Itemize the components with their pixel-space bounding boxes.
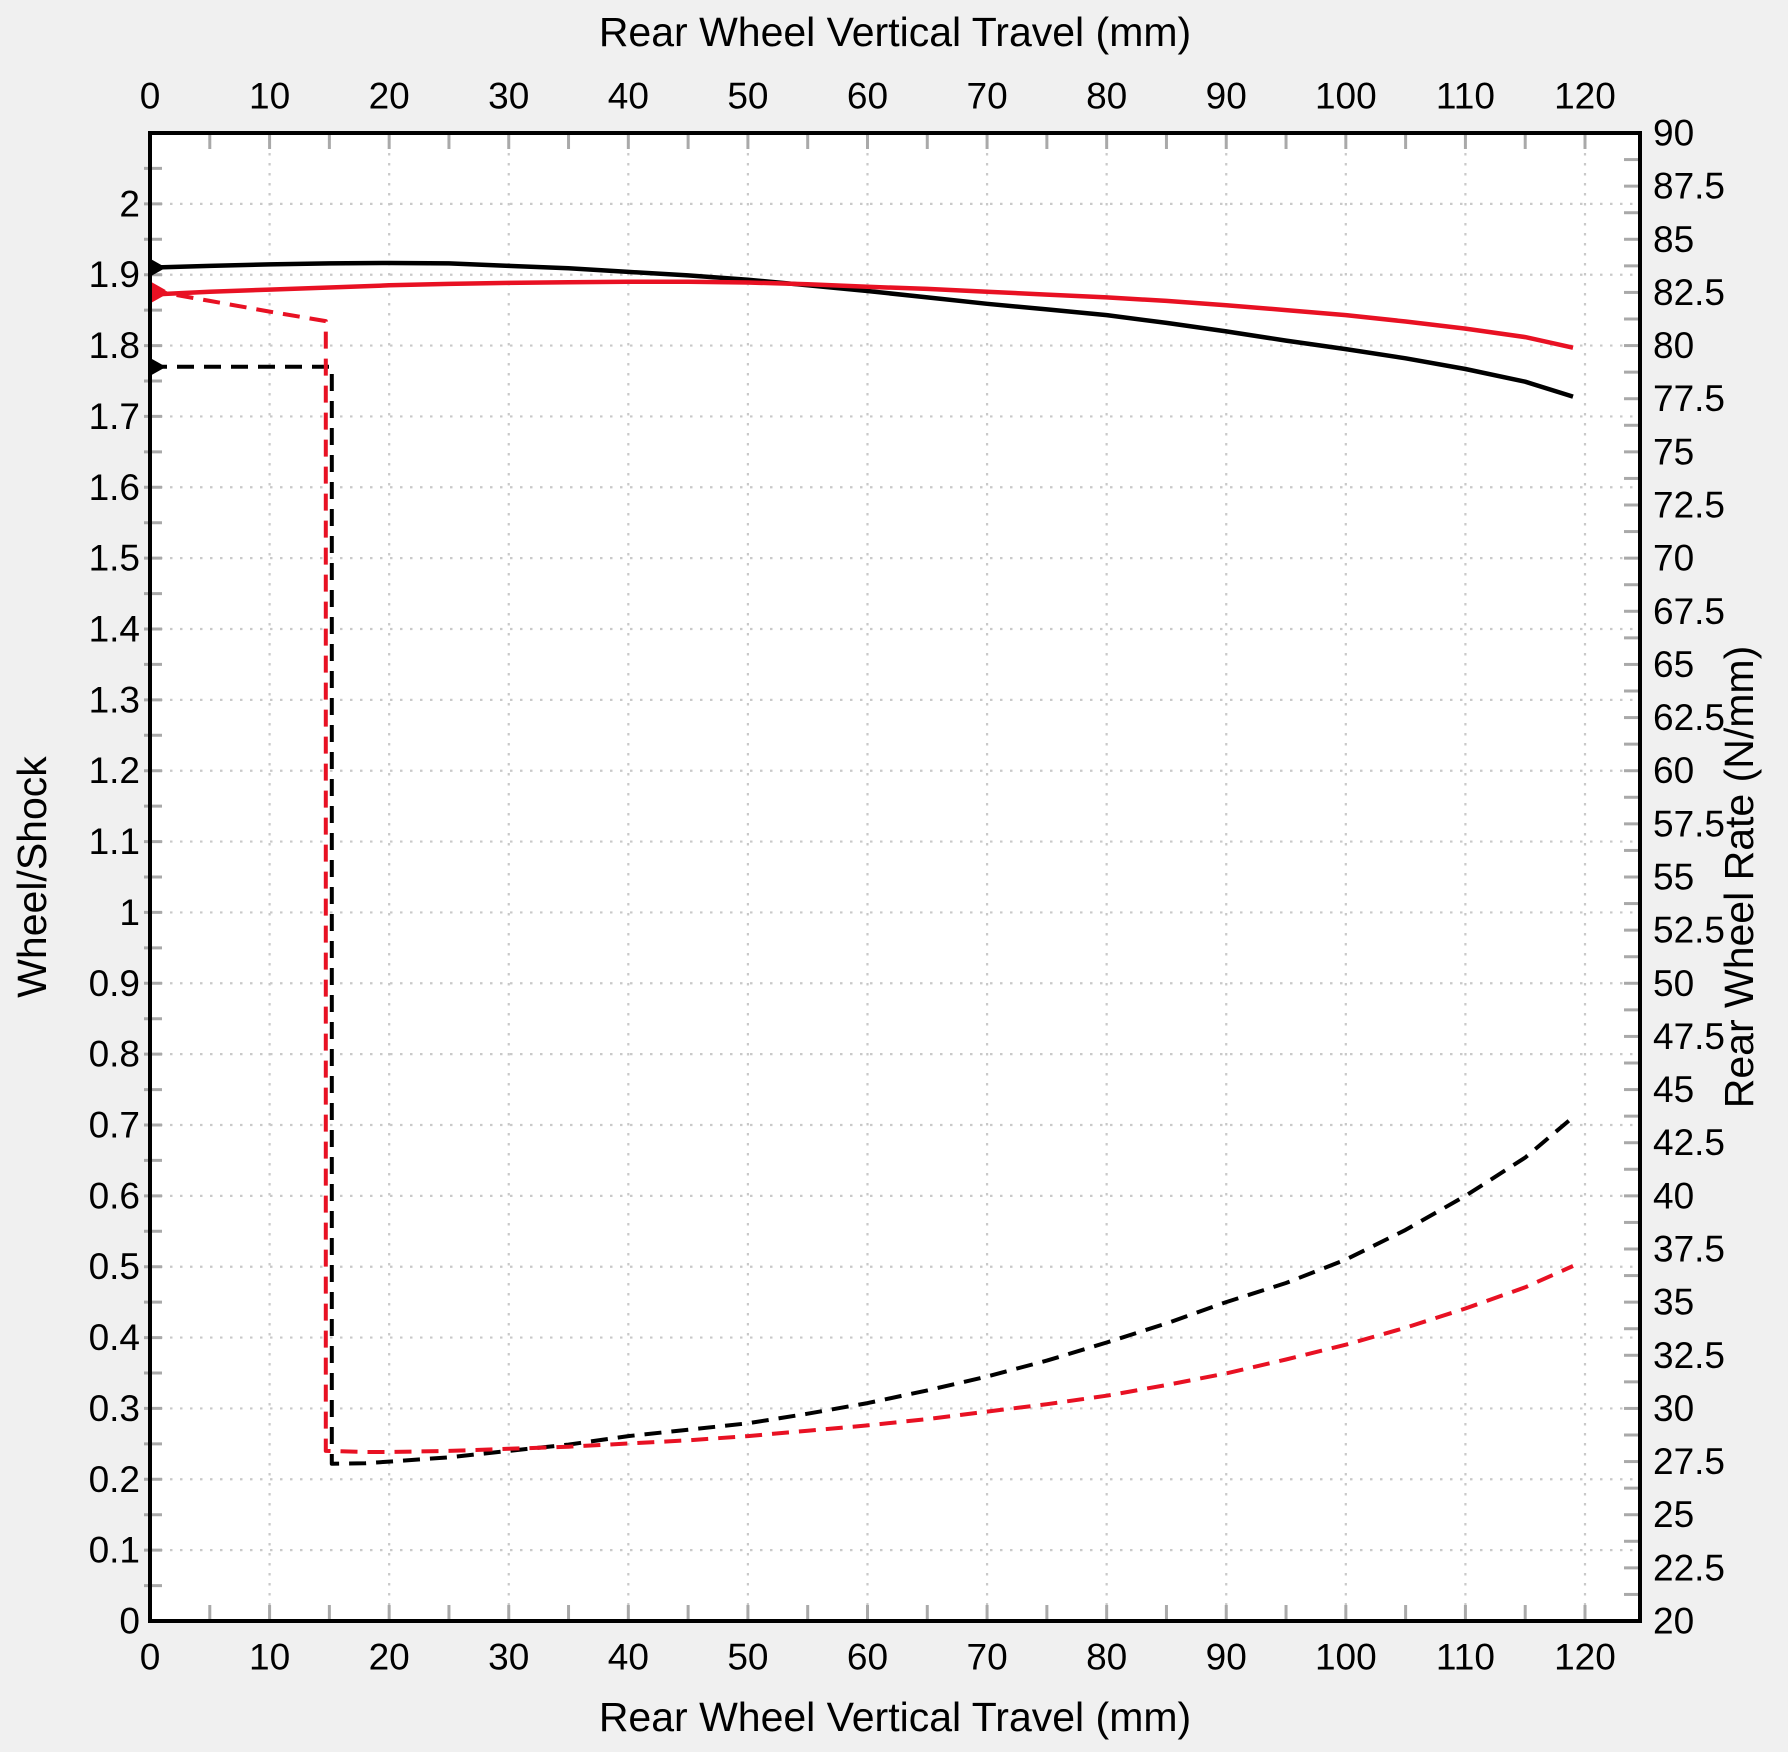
right-tick-label: 62.5 bbox=[1653, 697, 1725, 738]
bottom-tick-label: 70 bbox=[967, 1637, 1008, 1678]
gridlines bbox=[150, 133, 1640, 1621]
left-tick-label: 0.2 bbox=[89, 1459, 140, 1500]
right-tick-label: 70 bbox=[1653, 538, 1694, 579]
right-tick-label: 42.5 bbox=[1653, 1122, 1725, 1163]
right-tick-label: 85 bbox=[1653, 219, 1694, 260]
left-tick-label: 0.6 bbox=[89, 1175, 140, 1216]
top-tick-label: 30 bbox=[488, 76, 529, 117]
bottom-tick-label: 10 bbox=[249, 1637, 290, 1678]
left-tick-label: 0.9 bbox=[89, 963, 140, 1004]
left-tick-label: 0.1 bbox=[89, 1530, 140, 1571]
curve-start-marker bbox=[150, 357, 166, 376]
left-tick-label: 1.6 bbox=[89, 467, 140, 508]
bottom-tick-label: 100 bbox=[1315, 1637, 1377, 1678]
bottom-tick-label: 20 bbox=[369, 1637, 410, 1678]
left-tick-label: 1.1 bbox=[89, 821, 140, 862]
left-axis-title: Wheel/Shock bbox=[9, 756, 55, 998]
data-series bbox=[149, 258, 1575, 1466]
plot-area-background bbox=[150, 133, 1640, 1621]
bottom-tick-label: 110 bbox=[1436, 1637, 1495, 1678]
curve-start-marker bbox=[150, 258, 166, 277]
left-tick-label: 1.7 bbox=[89, 396, 140, 437]
left-tick-label: 1.3 bbox=[89, 679, 140, 720]
right-tick-label: 80 bbox=[1653, 325, 1694, 366]
right-tick-label: 22.5 bbox=[1653, 1547, 1725, 1588]
right-tick-label: 32.5 bbox=[1653, 1335, 1725, 1376]
right-tick-label: 45 bbox=[1653, 1069, 1694, 1110]
right-tick-label: 35 bbox=[1653, 1282, 1694, 1323]
top-axis-title: Rear Wheel Vertical Travel (mm) bbox=[599, 9, 1191, 55]
top-tick-label: 90 bbox=[1206, 76, 1247, 117]
right-tick-label: 25 bbox=[1653, 1494, 1694, 1535]
top-tick-label: 20 bbox=[369, 76, 410, 117]
right-tick-label: 20 bbox=[1653, 1601, 1694, 1642]
right-tick-label: 75 bbox=[1653, 431, 1694, 472]
left-tick-label: 1.9 bbox=[89, 254, 140, 295]
bottom-tick-label: 90 bbox=[1206, 1637, 1247, 1678]
top-tick-label: 80 bbox=[1086, 76, 1127, 117]
right-axis-title: Rear Wheel Rate (N/mm) bbox=[1716, 646, 1762, 1108]
bottom-tick-label: 0 bbox=[140, 1637, 161, 1678]
left-tick-label: 1.2 bbox=[89, 750, 140, 791]
left-tick-label: 1.5 bbox=[89, 538, 140, 579]
right-tick-label: 77.5 bbox=[1653, 378, 1725, 419]
right-tick-label: 60 bbox=[1653, 750, 1694, 791]
top-tick-label: 120 bbox=[1554, 76, 1616, 117]
left-tick-label: 0.8 bbox=[89, 1034, 140, 1075]
bottom-tick-label: 120 bbox=[1554, 1637, 1616, 1678]
top-tick-label: 60 bbox=[847, 76, 888, 117]
left-tick-label: 0.7 bbox=[89, 1105, 140, 1146]
right-tick-label: 65 bbox=[1653, 644, 1694, 685]
right-tick-label: 40 bbox=[1653, 1175, 1694, 1216]
right-tick-label: 30 bbox=[1653, 1388, 1694, 1429]
plot-frame bbox=[148, 131, 1642, 1623]
ratio-curve bbox=[149, 260, 1574, 399]
right-tick-label: 27.5 bbox=[1653, 1441, 1725, 1482]
bottom-tick-label: 80 bbox=[1086, 1637, 1127, 1678]
right-tick-label: 72.5 bbox=[1653, 485, 1725, 526]
left-tick-label: 0 bbox=[119, 1601, 140, 1642]
rate-curve bbox=[150, 364, 1575, 1466]
right-tick-label: 55 bbox=[1653, 857, 1694, 898]
right-tick-label: 90 bbox=[1653, 113, 1694, 154]
right-tick-label: 47.5 bbox=[1653, 1016, 1725, 1057]
left-tick-label: 1.4 bbox=[89, 609, 140, 650]
top-tick-label: 50 bbox=[727, 76, 768, 117]
left-tick-label: 0.5 bbox=[89, 1246, 140, 1287]
right-tick-label: 82.5 bbox=[1653, 272, 1725, 313]
top-tick-label: 110 bbox=[1436, 76, 1495, 117]
curve-start-marker bbox=[150, 281, 166, 300]
rate-curve bbox=[149, 288, 1574, 1454]
right-tick-label: 37.5 bbox=[1653, 1229, 1725, 1270]
left-tick-label: 1 bbox=[119, 892, 140, 933]
right-tick-label: 50 bbox=[1653, 963, 1694, 1004]
right-tick-label: 57.5 bbox=[1653, 803, 1725, 844]
left-tick-label: 2 bbox=[119, 183, 140, 224]
top-tick-label: 100 bbox=[1315, 76, 1377, 117]
top-tick-label: 40 bbox=[608, 76, 649, 117]
left-tick-label: 0.3 bbox=[89, 1388, 140, 1429]
top-tick-label: 10 bbox=[249, 76, 290, 117]
axis-tick-labels: 0010102020303040405050606070708080909010… bbox=[89, 76, 1725, 1678]
left-tick-label: 0.4 bbox=[89, 1317, 140, 1358]
axis-ticks bbox=[144, 135, 1638, 1619]
right-tick-label: 67.5 bbox=[1653, 591, 1725, 632]
bottom-tick-label: 60 bbox=[847, 1637, 888, 1678]
ratio-curve bbox=[149, 279, 1574, 350]
top-tick-label: 70 bbox=[967, 76, 1008, 117]
bottom-tick-label: 50 bbox=[727, 1637, 768, 1678]
bottom-tick-label: 40 bbox=[608, 1637, 649, 1678]
bottom-axis-title: Rear Wheel Vertical Travel (mm) bbox=[599, 1694, 1191, 1740]
right-tick-label: 52.5 bbox=[1653, 910, 1725, 951]
bottom-tick-label: 30 bbox=[488, 1637, 529, 1678]
top-tick-label: 0 bbox=[140, 76, 161, 117]
right-tick-label: 87.5 bbox=[1653, 166, 1725, 207]
left-tick-label: 1.8 bbox=[89, 325, 140, 366]
